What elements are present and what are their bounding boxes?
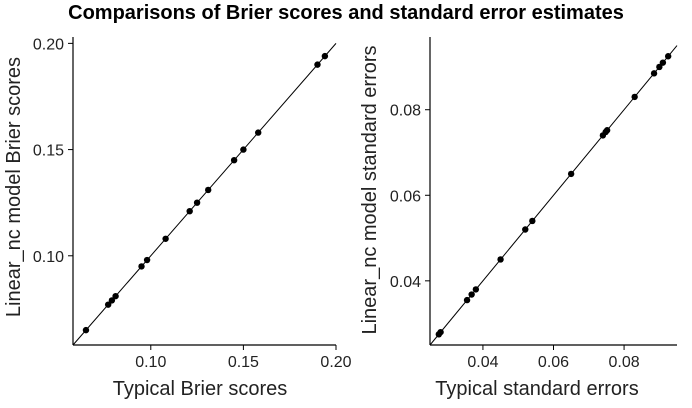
data-point	[186, 207, 193, 215]
y-tick-label: 0.20	[33, 36, 64, 53]
data-point	[603, 127, 611, 134]
data-point	[472, 286, 480, 293]
y-tick-label: 0.04	[390, 274, 421, 291]
data-point	[656, 63, 663, 71]
data-point	[205, 186, 212, 194]
data-point	[437, 328, 444, 336]
data-point	[529, 217, 536, 225]
x-tick-label: 0.08	[609, 354, 640, 371]
data-point	[240, 146, 247, 153]
x-axis-label: Typical Brier scores	[113, 378, 288, 400]
data-point	[650, 70, 658, 77]
x-tick-label: 0.20	[320, 354, 351, 371]
data-point	[230, 157, 238, 164]
data-point	[138, 263, 145, 270]
data-point	[108, 297, 116, 304]
data-point	[522, 226, 529, 233]
data-point	[314, 61, 321, 68]
y-tick-label: 0.08	[390, 103, 421, 120]
y-tick-label: 0.15	[33, 143, 64, 160]
data-point	[82, 326, 90, 334]
data-point	[143, 256, 151, 264]
data-point	[321, 52, 329, 60]
y-tick-label: 0.06	[390, 188, 421, 205]
data-point	[567, 170, 575, 178]
x-tick-label: 0.10	[135, 354, 166, 371]
x-axis-label: Typical standard errors	[435, 378, 638, 400]
data-point	[255, 129, 262, 136]
x-tick-label: 0.06	[538, 354, 569, 371]
data-point	[631, 93, 638, 101]
y-tick-label: 0.10	[33, 249, 64, 266]
data-point	[497, 256, 504, 263]
x-tick-label: 0.15	[228, 354, 259, 371]
data-point	[463, 296, 471, 304]
data-point	[468, 291, 475, 298]
y-axis-label: Linear_nc model Brier scores	[3, 57, 25, 317]
data-point	[659, 59, 667, 66]
data-point	[104, 301, 112, 308]
x-tick-label: 0.04	[467, 354, 498, 371]
data-point	[162, 235, 169, 242]
data-point	[193, 199, 201, 206]
y-axis-label: Linear_nc model standard errors	[359, 45, 381, 334]
data-point	[112, 292, 119, 300]
data-point	[664, 53, 672, 60]
figure-title: Comparisons of Brier scores and standard…	[68, 2, 624, 24]
